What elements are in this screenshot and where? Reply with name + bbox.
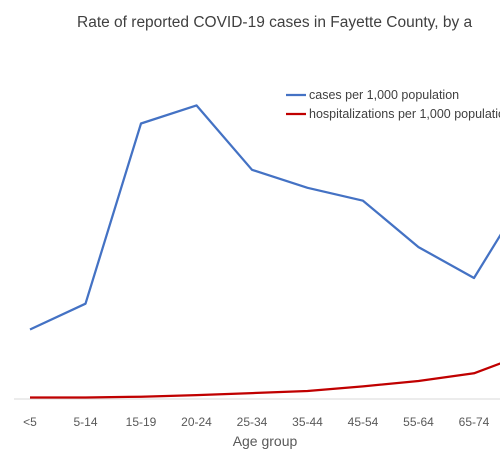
x-axis-title: Age group — [233, 433, 298, 449]
x-tick-label: 15-19 — [126, 415, 157, 429]
x-tick-label: 25-34 — [237, 415, 268, 429]
legend-label-cases: cases per 1,000 population — [309, 88, 459, 102]
series-lines — [29, 104, 500, 399]
x-tick-label: 45-54 — [348, 415, 379, 429]
x-tick-labels: <5 5-14 15-19 20-24 25-34 35-44 45-54 55-64 65-7… — [23, 415, 490, 429]
legend: cases per 1,000 population hospitalizati… — [286, 88, 500, 121]
x-tick-label: 55-64 — [403, 415, 434, 429]
x-tick-label: 35-44 — [292, 415, 323, 429]
x-tick-label: <5 — [23, 415, 37, 429]
series-line-hospitalizations — [30, 362, 500, 399]
x-tick-label: 5-14 — [73, 415, 97, 429]
x-tick-label: 65-74 — [459, 415, 490, 429]
x-tick-label: 20-24 — [181, 415, 212, 429]
series-line-cases — [29, 104, 500, 331]
legend-label-hospitalizations: hospitalizations per 1,000 population — [309, 107, 500, 121]
chart-title: Rate of reported COVID-19 cases in Fayet… — [77, 14, 473, 31]
